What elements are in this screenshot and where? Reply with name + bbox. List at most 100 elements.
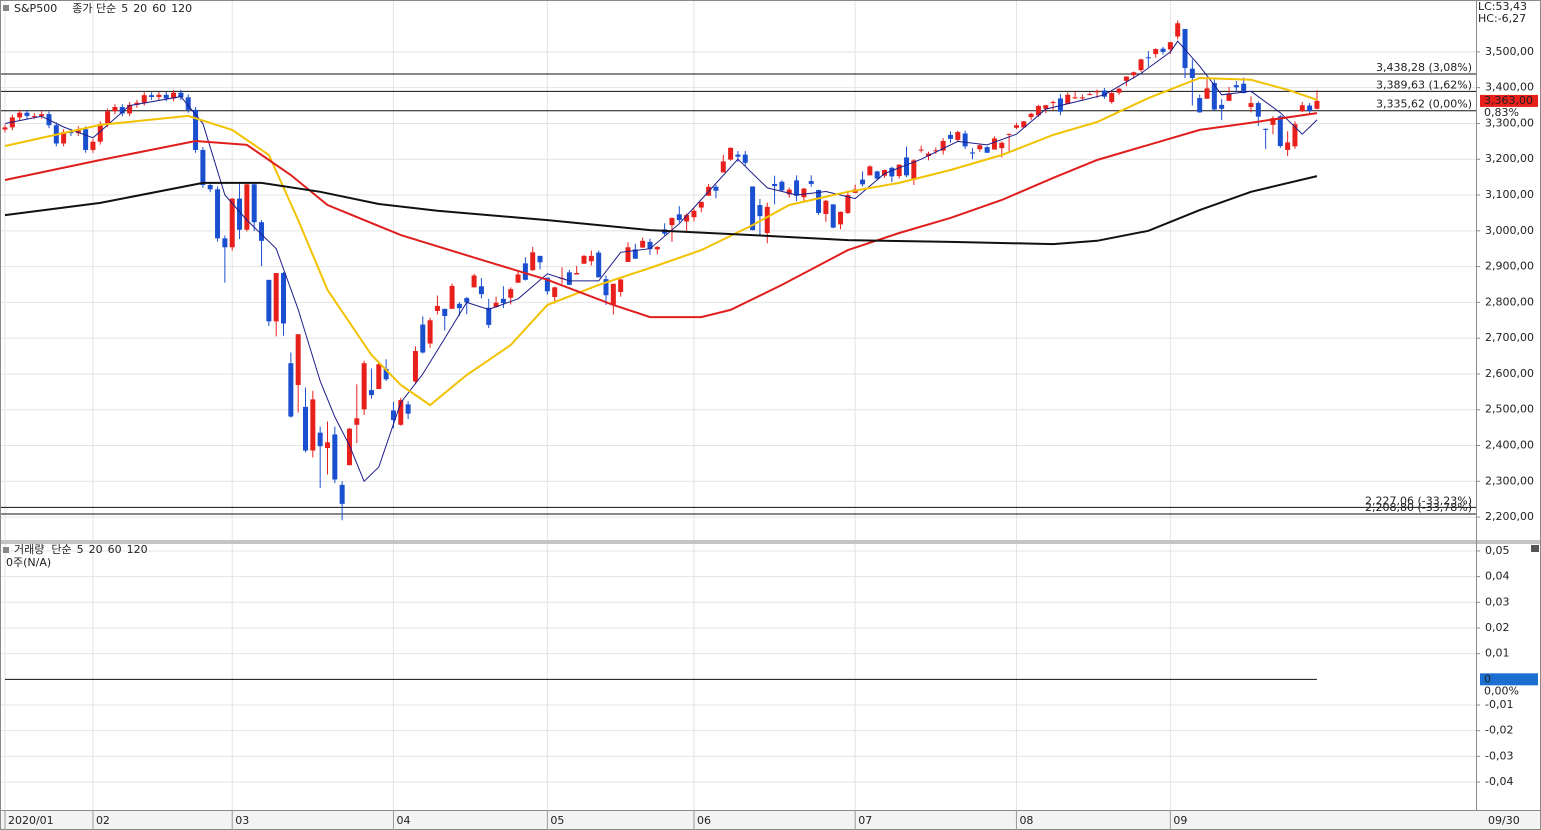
- reference-label: 2,208,80 (-33,78%): [1365, 501, 1472, 514]
- y-tick-label: 2,400,00: [1485, 439, 1534, 452]
- candle-body: [1138, 59, 1144, 71]
- candle-body: [1013, 125, 1019, 128]
- legend-entry: 단순: [51, 543, 71, 556]
- candle-body: [1065, 94, 1071, 104]
- candle-body: [566, 272, 572, 285]
- y-tick-label: 2,700,00: [1485, 331, 1534, 344]
- candle-body: [376, 364, 382, 389]
- candle-body: [537, 255, 543, 263]
- candle-body: [940, 140, 946, 151]
- candle-body: [90, 141, 96, 150]
- candle-body: [420, 324, 426, 353]
- legend-entry: S&P500: [14, 2, 57, 15]
- candle-body: [1285, 142, 1291, 150]
- y-tick-label: 2,800,00: [1485, 295, 1534, 308]
- candle-body: [1109, 93, 1115, 102]
- candle-body: [1189, 68, 1195, 79]
- legend-entry: 5: [121, 2, 128, 15]
- candle-body: [500, 298, 506, 304]
- candle-body: [911, 160, 917, 180]
- candle-body: [405, 404, 411, 414]
- candle-body: [1035, 105, 1041, 116]
- candle-body: [83, 129, 89, 150]
- candle-body: [229, 198, 235, 248]
- moving-average-line: [4, 76, 1318, 407]
- candle-body: [398, 400, 404, 425]
- candle-body: [156, 94, 162, 97]
- y-tick-label: 0,04: [1485, 570, 1510, 583]
- candle-body: [1079, 97, 1085, 99]
- candle-body: [603, 279, 609, 296]
- candle-body: [1299, 105, 1305, 112]
- legend-entry: 60: [152, 2, 166, 15]
- candle-body: [127, 104, 133, 114]
- candle-body: [772, 183, 778, 187]
- candle-body: [303, 406, 309, 451]
- candle-body: [207, 185, 213, 190]
- candle-body: [596, 252, 602, 278]
- y-tick-label: 0,03: [1485, 595, 1510, 608]
- x-tick-label: 2020/01: [8, 814, 54, 827]
- candle-body: [874, 171, 880, 179]
- candle-body: [1006, 133, 1012, 135]
- y-tick-label: 3,200,00: [1485, 152, 1534, 165]
- y-tick-label: 2,600,00: [1485, 367, 1534, 380]
- candle-body: [1204, 88, 1210, 99]
- candle-body: [999, 142, 1005, 149]
- candle-body: [141, 95, 147, 103]
- candle-body: [552, 287, 558, 298]
- x-tick-label: 02: [96, 814, 110, 827]
- candle-body: [610, 283, 616, 305]
- candle-body: [97, 124, 103, 142]
- y-tick-label: 3,500,00: [1485, 45, 1534, 58]
- candle-body: [163, 94, 169, 99]
- candle-body: [1057, 98, 1063, 112]
- candle-body: [632, 249, 638, 259]
- candle-body: [676, 214, 682, 221]
- candle-body: [830, 204, 836, 228]
- status-label: 0주(N/A): [6, 556, 51, 569]
- candle-body: [794, 180, 800, 196]
- candle-body: [24, 112, 30, 116]
- candle-body: [442, 308, 448, 316]
- legend-entry: 60: [108, 543, 122, 556]
- candle-body: [1167, 42, 1173, 50]
- legend-entry: 거래량: [14, 543, 44, 556]
- candle-body: [39, 114, 45, 116]
- candle-body: [456, 303, 462, 309]
- candle-body: [904, 157, 910, 176]
- candle-body: [1270, 118, 1276, 125]
- candle-body: [105, 111, 111, 125]
- y-tick-label: 3,000,00: [1485, 224, 1534, 237]
- candle-body: [1153, 49, 1159, 55]
- candle-body: [1219, 104, 1225, 109]
- candle-body: [735, 154, 741, 157]
- candle-body: [222, 238, 228, 248]
- candle-body: [412, 351, 418, 382]
- hc-label: HC:-6,27: [1478, 12, 1526, 25]
- candle-body: [149, 95, 155, 97]
- y-tick-label: 3,100,00: [1485, 188, 1534, 201]
- zero-label: 0: [1484, 672, 1491, 685]
- reference-label: 3,438,28 (3,08%): [1376, 61, 1472, 74]
- y-tick-label: 3,400,00: [1485, 81, 1534, 94]
- pane-close-icon[interactable]: [1531, 545, 1539, 552]
- candle-body: [200, 149, 206, 186]
- candle-body: [354, 418, 360, 425]
- candle-body: [493, 302, 499, 308]
- candle-body: [215, 189, 221, 239]
- candle-body: [486, 307, 492, 325]
- zero-tag: [1480, 673, 1538, 686]
- candle-body: [669, 217, 675, 226]
- y-tick-label: 2,200,00: [1485, 510, 1534, 523]
- legend-entry: 120: [127, 543, 148, 556]
- moving-average-line: [4, 40, 1318, 483]
- candle-body: [1248, 103, 1254, 107]
- legend-entry: 5: [77, 543, 84, 556]
- candle-body: [508, 289, 514, 298]
- candle-body: [955, 132, 961, 140]
- candle-body: [1160, 48, 1166, 52]
- y-tick-label: -0,04: [1485, 775, 1513, 788]
- candle-body: [75, 129, 81, 134]
